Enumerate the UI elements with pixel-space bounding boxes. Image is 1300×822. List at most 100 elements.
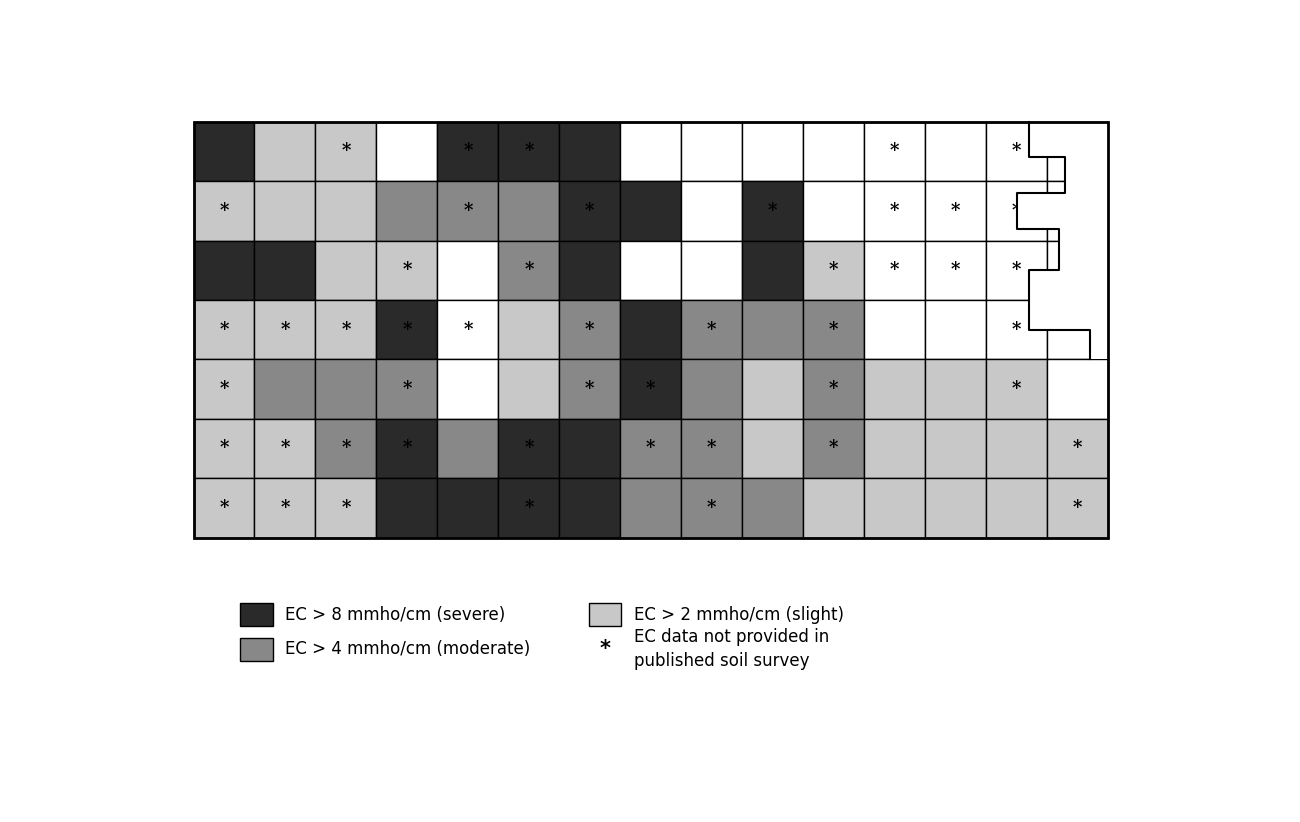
Text: *: *: [829, 261, 838, 279]
Bar: [194, 122, 255, 181]
FancyBboxPatch shape: [240, 638, 273, 661]
Bar: [377, 418, 437, 478]
Text: *: *: [646, 380, 655, 398]
Bar: [559, 359, 620, 418]
Bar: [255, 300, 316, 359]
Text: *: *: [1011, 202, 1022, 219]
Bar: [194, 241, 255, 300]
Bar: [498, 241, 559, 300]
Text: *: *: [891, 202, 900, 219]
Bar: [803, 478, 864, 538]
Text: *: *: [341, 499, 351, 517]
Bar: [1046, 359, 1108, 418]
Text: *: *: [599, 640, 611, 659]
Bar: [1046, 300, 1108, 359]
Bar: [437, 418, 498, 478]
Text: *: *: [281, 499, 290, 517]
Bar: [194, 418, 255, 478]
Text: *: *: [220, 202, 229, 219]
Bar: [437, 359, 498, 418]
Bar: [926, 478, 987, 538]
Bar: [803, 241, 864, 300]
Bar: [559, 122, 620, 181]
Bar: [498, 478, 559, 538]
Text: *: *: [891, 142, 900, 160]
Bar: [559, 181, 620, 241]
Bar: [620, 418, 681, 478]
Text: *: *: [585, 202, 594, 219]
Bar: [377, 359, 437, 418]
Bar: [194, 478, 255, 538]
Bar: [620, 181, 681, 241]
Bar: [377, 181, 437, 241]
Bar: [681, 122, 742, 181]
Text: *: *: [402, 261, 412, 279]
FancyBboxPatch shape: [240, 603, 273, 626]
Bar: [437, 241, 498, 300]
Text: *: *: [1011, 261, 1022, 279]
Bar: [864, 122, 926, 181]
Bar: [316, 478, 377, 538]
Text: *: *: [707, 499, 716, 517]
Text: *: *: [585, 321, 594, 339]
Bar: [559, 418, 620, 478]
Bar: [987, 478, 1046, 538]
Text: *: *: [220, 440, 229, 457]
Bar: [742, 122, 803, 181]
Bar: [620, 122, 681, 181]
Bar: [316, 181, 377, 241]
Bar: [255, 478, 316, 538]
Bar: [316, 241, 377, 300]
Bar: [803, 300, 864, 359]
Bar: [742, 478, 803, 538]
Bar: [316, 418, 377, 478]
Bar: [926, 418, 987, 478]
Text: *: *: [1072, 440, 1082, 457]
Bar: [620, 300, 681, 359]
Bar: [681, 300, 742, 359]
Bar: [987, 122, 1046, 181]
Bar: [194, 300, 255, 359]
Bar: [987, 181, 1046, 241]
Bar: [742, 418, 803, 478]
Bar: [803, 181, 864, 241]
Text: *: *: [341, 142, 351, 160]
Text: *: *: [891, 261, 900, 279]
Bar: [987, 418, 1046, 478]
Bar: [377, 300, 437, 359]
Bar: [742, 300, 803, 359]
Text: EC > 8 mmho/cm (severe): EC > 8 mmho/cm (severe): [285, 606, 506, 624]
Bar: [987, 359, 1046, 418]
Bar: [620, 359, 681, 418]
Text: *: *: [707, 321, 716, 339]
Text: *: *: [402, 440, 412, 457]
Bar: [1046, 478, 1108, 538]
Bar: [377, 478, 437, 538]
Bar: [316, 359, 377, 418]
Bar: [498, 181, 559, 241]
Bar: [987, 300, 1046, 359]
Bar: [377, 122, 437, 181]
Text: *: *: [220, 380, 229, 398]
Text: *: *: [707, 440, 716, 457]
Bar: [498, 300, 559, 359]
Text: *: *: [829, 440, 838, 457]
Bar: [377, 241, 437, 300]
Bar: [194, 122, 1108, 538]
Text: *: *: [341, 440, 351, 457]
Bar: [864, 241, 926, 300]
Bar: [437, 300, 498, 359]
Text: *: *: [463, 142, 472, 160]
Text: *: *: [402, 380, 412, 398]
Text: *: *: [524, 440, 533, 457]
Bar: [559, 241, 620, 300]
Bar: [681, 418, 742, 478]
Bar: [437, 122, 498, 181]
Bar: [742, 359, 803, 418]
Bar: [803, 122, 864, 181]
Text: *: *: [1072, 261, 1082, 279]
Text: *: *: [829, 380, 838, 398]
Bar: [1046, 122, 1108, 181]
Text: *: *: [829, 321, 838, 339]
Text: *: *: [524, 142, 533, 160]
